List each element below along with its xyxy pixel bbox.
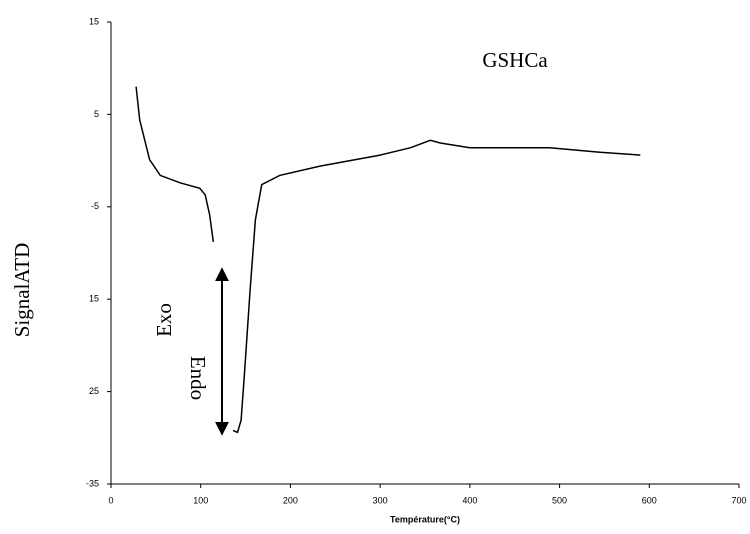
y-tick-label: -5 xyxy=(91,201,99,211)
x-tick-label: 100 xyxy=(193,495,208,505)
x-tick-label: 200 xyxy=(283,495,298,505)
x-tick-label: 0 xyxy=(108,495,113,505)
y-tick-label: -35 xyxy=(86,478,99,488)
y-axis-label: SignalATD xyxy=(10,243,34,338)
y-tick-label: 15 xyxy=(89,294,99,304)
x-tick-label: 600 xyxy=(642,495,657,505)
annotation: Endo xyxy=(186,356,210,400)
y-tick-label: 25 xyxy=(89,386,99,396)
x-tick-label: 700 xyxy=(731,495,746,505)
y-tick-label: 5 xyxy=(94,109,99,119)
y-tick-label: 15 xyxy=(89,16,99,26)
x-axis-label: Température(°C) xyxy=(390,514,460,524)
chart-title: GSHCa xyxy=(482,48,548,72)
x-tick-label: 500 xyxy=(552,495,567,505)
x-tick-label: 300 xyxy=(373,495,388,505)
line-series xyxy=(135,86,641,434)
annotation: Exo xyxy=(152,303,176,337)
x-tick-label: 400 xyxy=(462,495,477,505)
